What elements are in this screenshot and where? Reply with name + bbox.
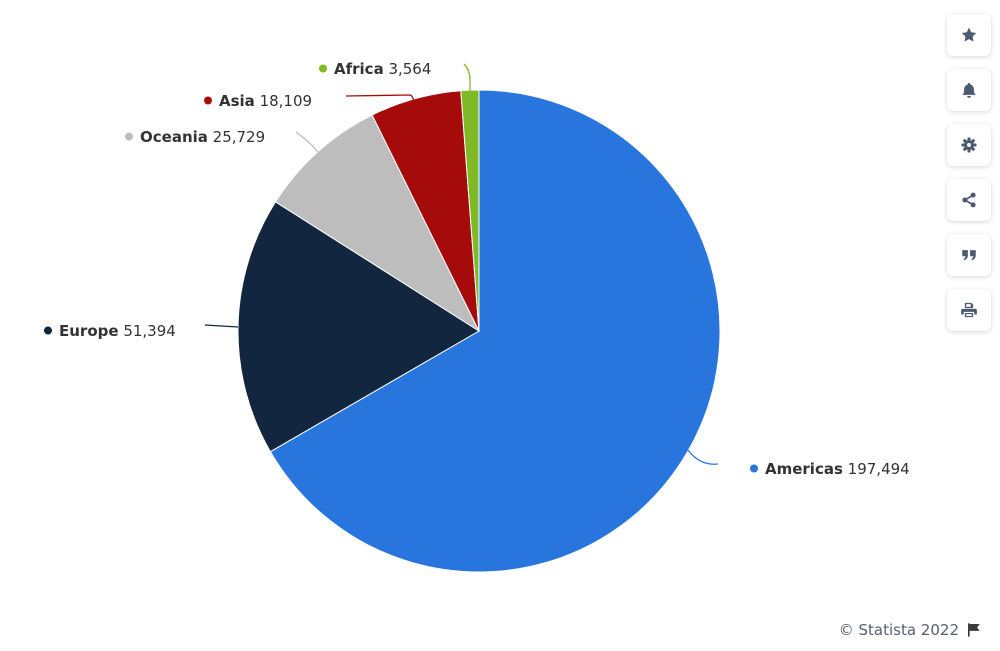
label-dot-oceania (125, 132, 133, 141)
slice-name-oceania: Oceania (140, 128, 208, 146)
print-icon (961, 302, 977, 318)
cite-button[interactable] (947, 234, 991, 276)
data-label-oceania: Oceania 25,729 (140, 128, 265, 146)
slice-value-oceania: 25,729 (208, 128, 265, 146)
connector-africa (463, 63, 471, 91)
gear-icon (961, 137, 977, 153)
print-button[interactable] (947, 289, 991, 331)
data-labels: Americas 197,494 Europe 51,394 Oceania 25,… (44, 60, 910, 478)
connector-europe (204, 324, 239, 328)
notification-button[interactable] (947, 69, 991, 111)
share-button[interactable] (947, 179, 991, 221)
slice-value-asia: 18,109 (255, 92, 312, 110)
data-label-americas: Americas 197,494 (765, 460, 910, 478)
copyright-text[interactable]: © Statista 2022 (838, 621, 959, 639)
pie-slices (237, 89, 721, 573)
slice-name-africa: Africa (334, 60, 384, 78)
connector-asia (345, 94, 415, 107)
slice-name-asia: Asia (219, 92, 255, 110)
connector-oceania (295, 131, 319, 153)
star-icon (961, 27, 977, 42)
label-dot-americas (750, 464, 758, 473)
credit-footer: © Statista 2022 (839, 621, 982, 639)
connector-americas (687, 449, 719, 465)
share-icon (962, 192, 976, 208)
settings-button[interactable] (947, 124, 991, 166)
data-label-asia: Asia 18,109 (219, 92, 312, 110)
slice-value-americas: 197,494 (843, 460, 910, 478)
flag-icon[interactable] (966, 622, 982, 638)
label-dot-asia (204, 96, 212, 105)
chart-toolbar (947, 14, 991, 344)
label-connectors (204, 63, 719, 465)
label-dot-europe (44, 326, 52, 335)
label-dot-africa (319, 64, 327, 73)
data-label-africa: Africa 3,564 (334, 60, 431, 78)
data-label-europe: Europe 51,394 (59, 322, 176, 340)
slice-name-europe: Europe (59, 322, 119, 340)
bell-icon (962, 82, 976, 98)
pie-slice-europe[interactable] (237, 201, 480, 453)
pie-slice-americas[interactable] (269, 89, 721, 573)
favorite-button[interactable] (947, 14, 991, 56)
slice-name-americas: Americas (765, 460, 843, 478)
slice-value-europe: 51,394 (119, 322, 176, 340)
slice-value-africa: 3,564 (384, 60, 432, 78)
quote-icon (962, 250, 976, 261)
